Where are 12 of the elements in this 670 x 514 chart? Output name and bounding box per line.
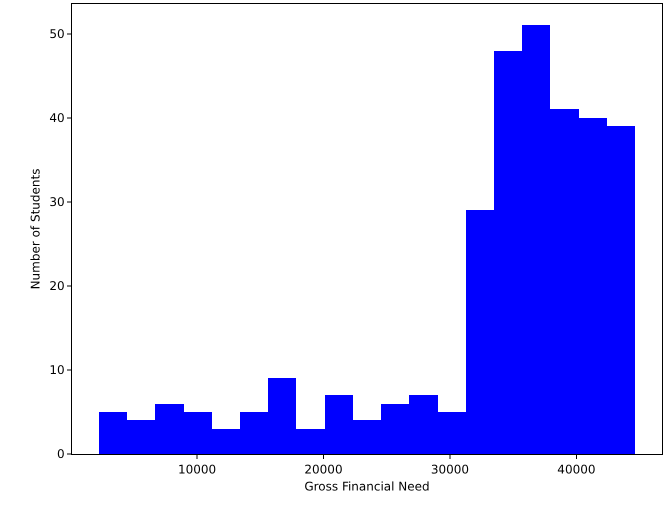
x-tick-label: 20000 [304, 462, 343, 476]
y-tick-label: 0 [56, 447, 65, 462]
y-tick-label: 40 [49, 111, 65, 126]
x-tick-label: 30000 [430, 462, 470, 476]
y-tick-label: 30 [49, 195, 65, 210]
x-tick-label: 10000 [178, 462, 216, 476]
y-tick-label: 10 [49, 363, 65, 378]
y-tick-label: 50 [49, 27, 65, 42]
y-tick-label: 20 [49, 279, 65, 294]
x-tick-label: 40000 [557, 462, 596, 476]
y-axis-title: Number of Students [28, 168, 43, 290]
x-axis-title: Gross Financial Need [304, 479, 430, 494]
